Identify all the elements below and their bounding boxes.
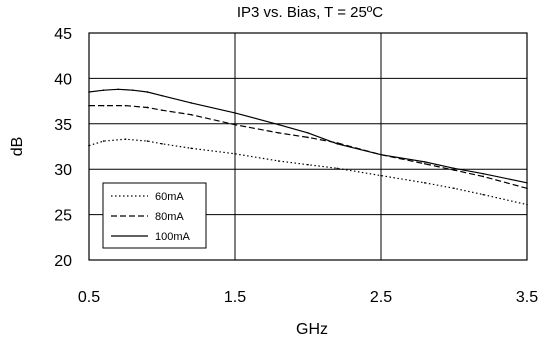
chart-title: IP3 vs. Bias, T = 25ºC	[237, 4, 383, 21]
data-point-100mA	[132, 89, 134, 92]
data-point-100mA	[336, 142, 339, 145]
data-point-100mA	[278, 123, 280, 126]
data-point-60mA	[482, 193, 485, 196]
data-point-80mA	[146, 106, 149, 109]
series-line-80mA	[89, 104, 528, 189]
data-point-60mA	[190, 147, 192, 150]
x-tick-label: 0.5	[78, 289, 100, 306]
data-point-80mA	[190, 113, 192, 116]
data-point-60mA	[424, 182, 426, 184]
data-point-100mA	[146, 91, 149, 93]
data-point-60mA	[124, 138, 127, 141]
y-tick-label: 25	[54, 208, 72, 225]
data-point-80mA	[234, 123, 236, 126]
data-point-100mA	[88, 91, 90, 93]
data-point-60mA	[146, 140, 149, 142]
data-point-60mA	[161, 142, 163, 145]
data-point-80mA	[482, 175, 485, 178]
legend-label-80mA: 80mA	[155, 211, 184, 223]
data-point-80mA	[526, 187, 528, 190]
data-point-80mA	[161, 109, 163, 111]
plot-frame	[88, 32, 528, 261]
y-tick-label: 45	[54, 26, 72, 43]
plot-area: 20 25 30 35 40 45 0.5 1.5 2.5 3.5 60mA 80mA 100mA	[54, 26, 538, 306]
data-point-60mA	[336, 167, 339, 170]
data-point-60mA	[278, 160, 280, 162]
data-point-80mA	[453, 169, 455, 171]
y-tick-label: 35	[54, 117, 72, 134]
x-tick-label: 2.5	[370, 289, 392, 306]
data-point-80mA	[307, 136, 309, 139]
y-tick-label: 40	[54, 71, 72, 88]
data-point-60mA	[453, 187, 455, 190]
x-tick-label: 1.5	[224, 289, 246, 306]
x-axis-label: GHz	[296, 321, 328, 338]
data-point-80mA	[102, 104, 105, 107]
data-point-100mA	[117, 88, 119, 91]
data-point-100mA	[102, 89, 105, 92]
data-point-100mA	[482, 172, 485, 175]
data-point-60mA	[234, 152, 236, 155]
data-point-60mA	[88, 144, 90, 147]
data-point-100mA	[424, 161, 426, 163]
series-line-100mA	[88, 88, 528, 184]
legend-label-100mA: 100mA	[155, 231, 191, 243]
data-point-60mA	[380, 174, 382, 177]
data-point-100mA	[190, 102, 192, 104]
data-point-80mA	[124, 104, 127, 107]
data-point-100mA	[307, 132, 309, 134]
data-point-100mA	[161, 94, 163, 97]
x-tick-label: 3.5	[516, 289, 538, 306]
data-point-100mA	[453, 167, 455, 170]
data-point-100mA	[234, 112, 236, 114]
y-axis-label: dB	[9, 137, 26, 157]
legend-label-60mA: 60mA	[155, 191, 184, 203]
y-tick-label: 20	[54, 253, 72, 270]
data-point-80mA	[278, 132, 280, 134]
data-point-100mA	[380, 153, 382, 156]
y-tick-label: 30	[54, 162, 72, 179]
data-point-60mA	[526, 203, 528, 206]
data-point-80mA	[424, 162, 426, 165]
data-point-80mA	[88, 104, 90, 107]
data-point-100mA	[526, 182, 528, 184]
data-point-60mA	[102, 140, 105, 142]
data-point-60mA	[307, 163, 309, 166]
